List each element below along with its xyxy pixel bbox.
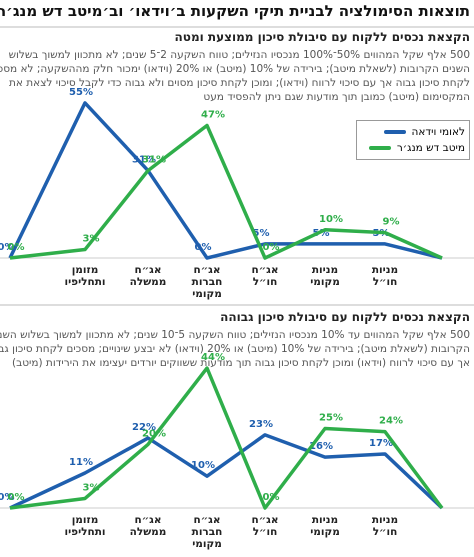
data-label: 5% [253, 228, 270, 239]
data-label: 3% [83, 234, 100, 245]
legend-entry: מיטב דש מנג׳ר [361, 140, 465, 156]
x-tick-label: אג״ח ממשלה [129, 514, 167, 538]
legend-entry: לאומי וידאה [361, 124, 465, 140]
chart-description: 500 אלף שקל המהווים עד 10% מנכסיו הנזילי… [0, 329, 470, 369]
x-tick-label: אג״ח חברות מקומי [191, 264, 223, 300]
data-label: 3% [83, 482, 100, 493]
legend: לאומי וידאה מיטב דש מנג׳ר [356, 120, 470, 160]
legend-swatch [383, 130, 406, 134]
series-line [9, 366, 444, 510]
chart-description: 500 אלף שקל המהווים 50%־100% מנכסיו הנזי… [0, 49, 470, 103]
data-label: 47% [201, 109, 225, 120]
x-tick-label: אג״ח חברות מקומי [191, 514, 223, 550]
x-tick-label: אג״ח חו״ל [251, 264, 279, 288]
legend-swatch [368, 146, 391, 150]
data-label: 20% [142, 428, 166, 439]
series-line [9, 433, 444, 510]
data-label: 24% [379, 416, 403, 427]
data-label: 10% [191, 460, 215, 471]
data-label: 17% [369, 438, 393, 449]
data-label: 0% [263, 492, 280, 503]
data-label: 9% [383, 217, 400, 228]
x-tick-label: מניות חו״ל [371, 264, 399, 288]
data-label: 11% [69, 457, 93, 468]
series-line [8, 101, 443, 260]
chart-title: הקצאת נכסים ללקוח עם סיבולת סיכון גבוהה [220, 310, 470, 324]
data-label: 23% [249, 419, 273, 430]
data-label: 0% [8, 492, 25, 503]
chart-title: הקצאת נכסים ללקוח עם סיבולת סיכון ממוצעת… [174, 30, 470, 44]
data-label: 22% [132, 422, 156, 433]
data-label: 0% [8, 242, 25, 253]
data-label: 0% [0, 242, 14, 253]
data-label: 0% [263, 242, 280, 253]
data-label: 55% [69, 87, 93, 98]
legend-label: לאומי וידאה [411, 126, 465, 138]
x-tick-label: מניות מקומי [310, 264, 340, 288]
legend-label: מיטב דש מנג׳ר [396, 142, 465, 154]
x-tick-label: מניות מקומי [310, 514, 340, 538]
data-label: 16% [309, 441, 333, 452]
data-label: 0% [195, 242, 212, 253]
data-label: 25% [319, 413, 343, 424]
data-label: 0% [0, 492, 14, 503]
data-label: 31% [142, 155, 166, 166]
x-tick-label: מזומן ותחליפיו [64, 264, 106, 288]
page-title: תוצאות הסימולציה לבניית תיקי השקעות ב׳וי… [0, 2, 470, 20]
x-tick-label: מזומן ותחליפיו [64, 514, 106, 538]
data-label: 31% [132, 155, 156, 166]
data-label: 10% [319, 214, 343, 225]
x-tick-label: אג״ח חו״ל [251, 514, 279, 538]
data-label: 44% [201, 352, 225, 363]
x-tick-label: אג״ח ממשלה [129, 264, 167, 288]
x-tick-label: מניות חו״ל [371, 514, 399, 538]
series-line [9, 123, 443, 260]
